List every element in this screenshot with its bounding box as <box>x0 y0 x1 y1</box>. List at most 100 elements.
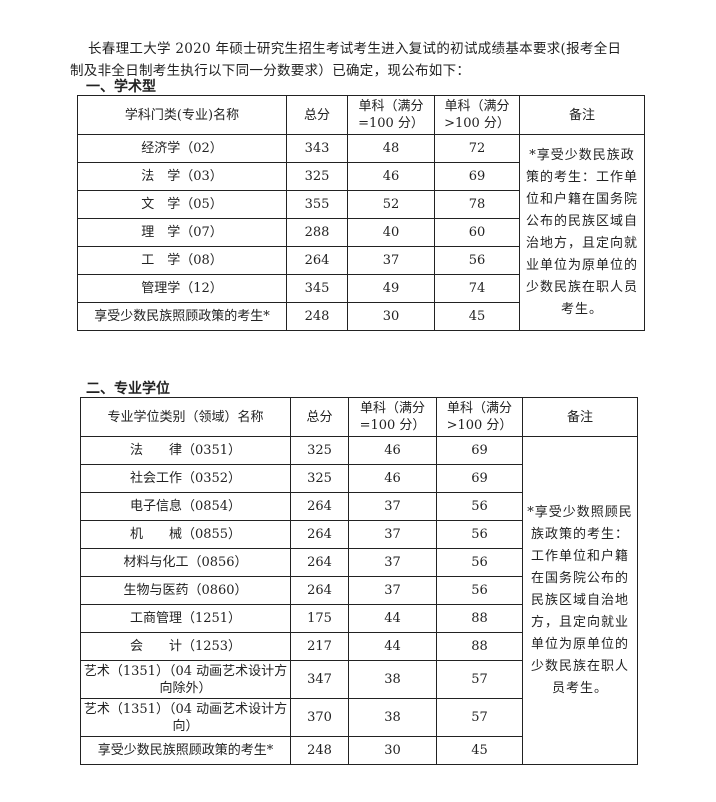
header-name: 专业学位类别（领域）名称 <box>80 397 291 437</box>
cell-single-100: 46 <box>348 464 437 493</box>
cell-total: 264 <box>290 576 349 605</box>
table-row: 享受少数民族照顾政策的考生* 248 30 45 <box>77 302 645 331</box>
cell-name: 工商管理（1251） <box>80 604 291 633</box>
header-note: 备注 <box>522 397 638 437</box>
table-header-row: 学科门类(专业)名称 总分 单科（满分=100 分） 单科（满分>100 分） … <box>77 95 645 135</box>
cell-total: 325 <box>290 436 349 465</box>
cell-single-100: 44 <box>348 604 437 633</box>
cell-single-over-100: 78 <box>434 190 520 219</box>
cell-single-100: 37 <box>348 520 437 549</box>
header-single-100: 单科（满分=100 分） <box>348 397 437 437</box>
cell-single-over-100: 56 <box>436 520 523 549</box>
cell-total: 248 <box>286 302 348 331</box>
cell-name: 享受少数民族照顾政策的考生* <box>77 302 287 331</box>
note-cell: *享受少数照顾民族政策的考生：工作单位和户籍在国务院公布的民族区域自治地方，且定… <box>522 436 638 765</box>
cell-total: 347 <box>290 660 349 699</box>
cell-total: 264 <box>290 548 349 577</box>
cell-single-over-100: 60 <box>434 218 520 247</box>
cell-name: 社会工作（0352） <box>80 464 291 493</box>
header-total: 总分 <box>286 95 348 135</box>
header-note: 备注 <box>519 95 645 135</box>
cell-name: 工 学（08） <box>77 246 287 275</box>
professional-score-table: 专业学位类别（领域）名称 总分 单科（满分=100 分） 单科（满分>100 分… <box>80 397 638 765</box>
cell-name: 法 学（03） <box>77 162 287 191</box>
cell-single-over-100: 74 <box>434 274 520 303</box>
table-row: 艺术（1351）（04 动画艺术设计方向） 370 38 57 <box>80 698 638 737</box>
header-single-over-100: 单科（满分>100 分） <box>436 397 523 437</box>
cell-name: 会 计（1253） <box>80 632 291 661</box>
academic-score-table: 学科门类(专业)名称 总分 单科（满分=100 分） 单科（满分>100 分） … <box>77 95 645 331</box>
cell-total: 355 <box>286 190 348 219</box>
cell-name: 生物与医药（0860） <box>80 576 291 605</box>
cell-single-over-100: 88 <box>436 604 523 633</box>
table-row: 机 械（0855） 264 37 56 <box>80 520 638 549</box>
cell-total: 345 <box>286 274 348 303</box>
table-row: 会 计（1253） 217 44 88 <box>80 632 638 661</box>
table-row: 法 律（0351） 325 46 69 *享受少数照顾民族政策的考生：工作单位和户籍在国… <box>80 436 638 765</box>
cell-single-100: 52 <box>347 190 435 219</box>
cell-total: 264 <box>290 520 349 549</box>
cell-name: 文 学（05） <box>77 190 287 219</box>
table-row: 生物与医药（0860） 264 37 56 <box>80 576 638 605</box>
table-row: 经济学（02） 343 48 72 *享受少数民族政策的考生：工作单位和户籍在国务院公布… <box>77 134 645 331</box>
table-row: 享受少数民族照顾政策的考生* 248 30 45 <box>80 736 638 765</box>
cell-single-over-100: 56 <box>436 492 523 521</box>
cell-single-over-100: 57 <box>436 698 523 737</box>
cell-single-100: 30 <box>347 302 435 331</box>
cell-single-over-100: 45 <box>436 736 523 765</box>
cell-name: 法 律（0351） <box>80 436 291 465</box>
cell-total: 264 <box>286 246 348 275</box>
table-header-row: 专业学位类别（领域）名称 总分 单科（满分=100 分） 单科（满分>100 分… <box>80 397 638 437</box>
cell-single-100: 46 <box>347 162 435 191</box>
cell-name: 艺术（1351）（04 动画艺术设计方向除外） <box>80 660 291 699</box>
cell-single-over-100: 69 <box>434 162 520 191</box>
cell-name: 经济学（02） <box>77 134 287 163</box>
cell-single-100: 37 <box>347 246 435 275</box>
header-single-over-100: 单科（满分>100 分） <box>434 95 520 135</box>
cell-name: 机 械（0855） <box>80 520 291 549</box>
intro-line-2: 制及非全日制考生执行以下同一分数要求）已确定，现公布如下： <box>70 63 471 79</box>
cell-single-over-100: 45 <box>434 302 520 331</box>
cell-total: 175 <box>290 604 349 633</box>
cell-single-over-100: 88 <box>436 632 523 661</box>
cell-name: 享受少数民族照顾政策的考生* <box>80 736 291 765</box>
cell-name: 艺术（1351）（04 动画艺术设计方向） <box>80 698 291 737</box>
cell-name: 电子信息（0854） <box>80 492 291 521</box>
cell-name: 管理学（12） <box>77 274 287 303</box>
cell-single-over-100: 69 <box>436 436 523 465</box>
cell-single-100: 30 <box>348 736 437 765</box>
cell-single-over-100: 56 <box>436 548 523 577</box>
cell-single-100: 49 <box>347 274 435 303</box>
cell-single-over-100: 56 <box>434 246 520 275</box>
cell-name: 理 学（07） <box>77 218 287 247</box>
cell-total: 217 <box>290 632 349 661</box>
cell-single-over-100: 57 <box>436 660 523 699</box>
intro-line-1: 长春理工大学 2020 年硕士研究生招生考试考生进入复试的初试成绩基本要求(报考… <box>88 41 622 57</box>
cell-total: 343 <box>286 134 348 163</box>
table-row: 管理学（12） 345 49 74 <box>77 274 645 303</box>
cell-total: 325 <box>290 464 349 493</box>
cell-single-100: 37 <box>348 576 437 605</box>
cell-single-100: 48 <box>347 134 435 163</box>
table-row: 社会工作（0352） 325 46 69 <box>80 464 638 493</box>
cell-total: 370 <box>290 698 349 737</box>
cell-single-100: 37 <box>348 548 437 577</box>
cell-single-100: 40 <box>347 218 435 247</box>
header-total: 总分 <box>290 397 349 437</box>
cell-single-over-100: 56 <box>436 576 523 605</box>
table-row: 法 学（03） 325 46 69 <box>77 162 645 191</box>
cell-single-100: 38 <box>348 698 437 737</box>
cell-name: 材料与化工（0856） <box>80 548 291 577</box>
section-heading-professional: 二、专业学位 <box>86 381 170 397</box>
cell-single-100: 37 <box>348 492 437 521</box>
cell-total: 248 <box>290 736 349 765</box>
cell-single-over-100: 72 <box>434 134 520 163</box>
section-heading-academic: 一、学术型 <box>86 79 156 95</box>
header-name: 学科门类(专业)名称 <box>77 95 287 135</box>
note-cell: *享受少数民族政策的考生：工作单位和户籍在国务院公布的民族区域自治地方，且定向就… <box>519 134 645 331</box>
header-single-100: 单科（满分=100 分） <box>347 95 435 135</box>
cell-single-100: 38 <box>348 660 437 699</box>
cell-total: 264 <box>290 492 349 521</box>
cell-single-over-100: 69 <box>436 464 523 493</box>
cell-total: 288 <box>286 218 348 247</box>
